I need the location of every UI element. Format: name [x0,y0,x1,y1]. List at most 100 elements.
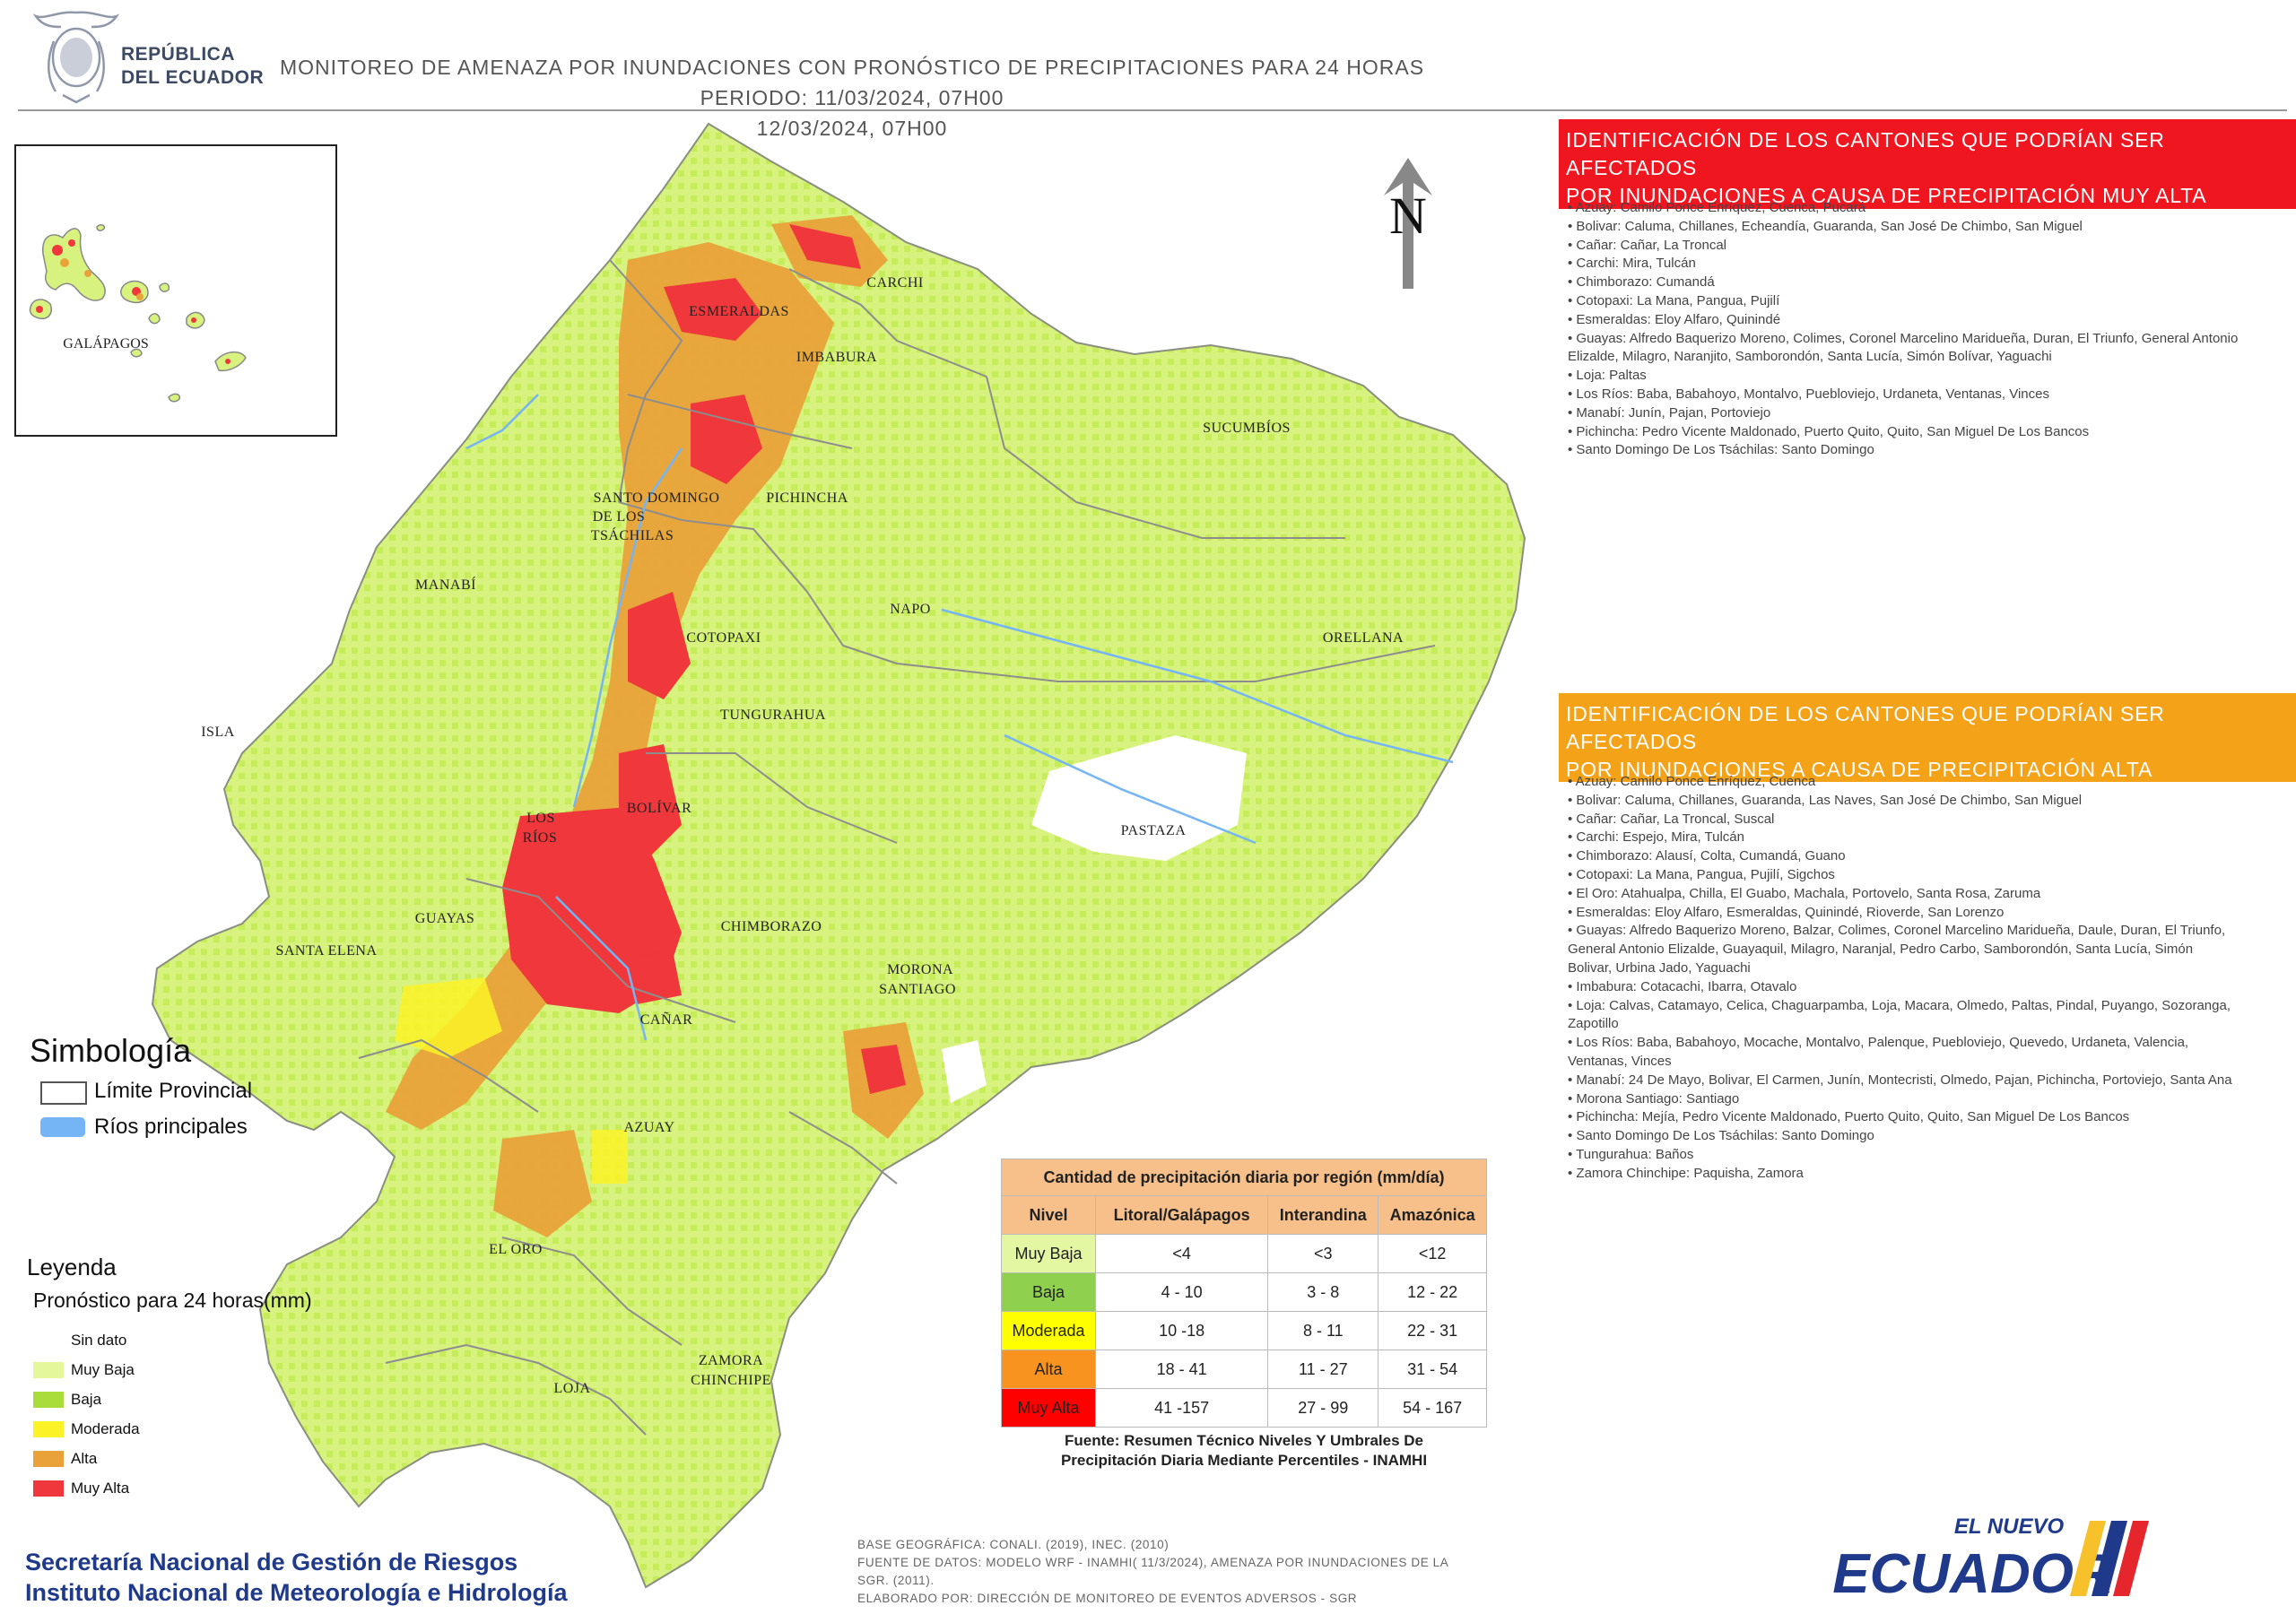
moderada-zones [395,977,628,1184]
label-los-rios-2: RÍOS [523,829,557,846]
legend-item-alta: Alta [33,1444,140,1473]
leyenda-title: Leyenda [27,1254,117,1280]
col-header: Nivel [1001,1195,1096,1235]
label-napo: NAPO [890,602,931,617]
label-sucumbios: SUCUMBÍOS [1203,419,1291,436]
list-item: Los Ríos: Baba, Babahoyo, Mocache, Monta… [1568,1034,2285,1053]
country-shape [151,122,1526,1589]
precipitation-table: Cantidad de precipitación diaria por reg… [1001,1159,1487,1428]
label-santa-elena: SANTA ELENA [275,943,377,959]
label-morona-1: MORONA [887,962,953,977]
list-item: Manabí: 24 De Mayo, Bolivar, El Carmen, … [1568,1072,2285,1090]
label-zamora-2: CHINCHIPE [691,1373,771,1388]
limite-provincial-label: Límite Provincial [94,1079,253,1103]
label-carchi: CARCHI [866,275,923,291]
list-item: Bolivar: Caluma, Chillanes, Guaranda, La… [1568,792,2285,811]
list-item: El Oro: Atahualpa, Chilla, El Guabo, Mac… [1568,885,2285,904]
list-item: Carchi: Mira, Tulcán [1568,255,2285,273]
legend-item-muy-alta: Muy Alta [33,1473,140,1503]
panel-muy-alta-header: IDENTIFICACIÓN DE LOS CANTONES QUE PODRÍ… [1559,119,2296,209]
limite-provincial-swatch [40,1081,87,1105]
list-item: Chimborazo: Alausí, Colta, Cumandá, Guan… [1568,847,2285,866]
label-cotopaxi: COTOPAXI [686,630,761,646]
cantones-muy-alta-list: Azuay: Camilo Ponce Enríquez, Cuenca, Pu… [1568,199,2285,460]
table-row: Alta 18 - 41 11 - 27 31 - 54 [1001,1350,1487,1389]
svg-text:EL NUEVO: EL NUEVO [1954,1515,2065,1539]
list-item: Azuay: Camilo Ponce Enríquez, Cuenca, Pu… [1568,199,2285,218]
list-item: Guayas: Alfredo Baquerizo Moreno, Balzar… [1568,922,2285,941]
cantones-alta-list: Azuay: Camilo Ponce Enríquez, Cuenca Bol… [1568,773,2285,1184]
list-item: Esmeraldas: Eloy Alfaro, Quinindé [1568,311,2285,330]
list-item-continued: Zapotillo [1568,1016,1619,1032]
list-item: Santo Domingo De Los Tsáchilas: Santo Do… [1568,1127,2285,1146]
list-item: Bolivar: Caluma, Chillanes, Echeandía, G… [1568,218,2285,237]
table-row: Moderada 10 -18 8 - 11 22 - 31 [1001,1311,1487,1350]
list-item: Esmeraldas: Eloy Alfaro, Esmeraldas, Qui… [1568,904,2285,923]
swatch [33,1480,64,1497]
table-title: Cantidad de precipitación diaria por reg… [1001,1159,1487,1196]
simbologia-title: Simbología [30,1032,192,1069]
list-item: Cañar: Cañar, La Troncal [1568,237,2285,256]
label-los-rios-1: LOS [526,811,555,826]
col-header: Litoral/Galápagos [1094,1195,1269,1235]
label-galapagos: GALÁPAGOS [63,334,148,352]
muy-alta-zones [502,224,906,1094]
country-name: REPÚBLICA DEL ECUADOR [121,44,265,88]
label-canar: CAÑAR [640,1011,693,1028]
list-item: Los Ríos: Baba, Babahoyo, Montalvo, Pueb… [1568,386,2285,404]
galapagos-map: GALÁPAGOS [29,224,247,403]
label-guayas: GUAYAS [415,911,474,926]
label-orellana: ORELLANA [1323,630,1404,646]
map-metadata: BASE GEOGRÁFICA: CONALI. (2019), INEC. (… [857,1538,1449,1605]
col-header: Amazónica [1378,1195,1487,1235]
legend-item-sin-dato: Sin dato [33,1325,140,1355]
list-item: Imbabura: Cotacachi, Ibarra, Otavalo [1568,978,2285,997]
list-item: Carchi: Espejo, Mira, Tulcán [1568,829,2285,847]
header-divider [18,109,2287,111]
label-loja: LOJA [553,1381,590,1396]
panel-alta-header: IDENTIFICACIÓN DE LOS CANTONES QUE PODRÍ… [1559,693,2296,782]
svg-text:ECUADOR: ECUADOR [1832,1543,2114,1605]
label-santo-domingo-3: TSÁCHILAS [591,526,674,543]
label-tungurahua: TUNGURAHUA [720,707,826,723]
label-isla: ISLA [201,725,235,740]
institutions: Secretaría Nacional de Gestión de Riesgo… [25,1549,568,1606]
north-arrow-icon: N [1384,158,1432,289]
list-item-continued: Elizalde, Milagro, Naranjito, Samborondó… [1568,349,2052,365]
legend-item-baja: Baja [33,1384,140,1414]
list-item: Cañar: Cañar, La Troncal, Suscal [1568,811,2285,829]
list-item: Guayas: Alfredo Baquerizo Moreno, Colime… [1568,330,2285,349]
ecuador-map: ESMERALDAS CARCHI IMBABURA SUCUMBÍOS SAN… [151,122,1526,1589]
coat-of-arms-icon [32,11,120,104]
label-manabi: MANABÍ [415,576,476,593]
leyenda-subtitle: Pronóstico para 24 horas(mm) [33,1289,312,1312]
list-item: Loja: Paltas [1568,367,2285,386]
label-bolivar: BOLÍVAR [627,799,692,816]
list-item: Manabí: Junín, Pajan, Portoviejo [1568,404,2285,423]
list-item: Azuay: Camilo Ponce Enríquez, Cuenca [1568,773,2285,792]
swatch [33,1420,64,1437]
rios-label: Ríos principales [94,1115,248,1139]
rios-swatch [40,1117,85,1137]
swatch [33,1391,64,1408]
col-header: Interandina [1267,1195,1379,1235]
table-row: Muy Baja <4 <3 <12 [1001,1234,1487,1273]
label-morona-2: SANTIAGO [879,982,956,997]
list-item: Zamora Chinchipe: Paquisha, Zamora [1568,1165,2285,1184]
sin-dato-zones [942,735,1247,1103]
table-row: Muy Alta 41 -157 27 - 99 54 - 167 [1001,1388,1487,1428]
list-item: Pichincha: Mejía, Pedro Vicente Maldonad… [1568,1108,2285,1127]
list-item-continued: Ventanas, Vinces [1568,1053,1672,1069]
label-zamora-1: ZAMORA [699,1353,763,1368]
legend-item-muy-baja: Muy Baja [33,1355,140,1384]
label-esmeraldas: ESMERALDAS [689,304,789,319]
swatch [33,1332,64,1349]
list-item-continued: General Antonio Elizalde, Guayaquil, Mil… [1568,942,2194,958]
list-item: Morona Santiago: Santiago [1568,1090,2285,1109]
label-imbabura: IMBABURA [796,350,877,365]
label-el-oro: EL ORO [489,1242,543,1257]
list-item-continued: Bolivar, Urbina Jado, Yaguachi [1568,959,1751,976]
label-santo-domingo-2: DE LOS [593,509,646,525]
table-source: Fuente: Resumen Técnico Niveles Y Umbral… [1060,1432,1428,1469]
svg-text:N: N [1389,187,1427,245]
